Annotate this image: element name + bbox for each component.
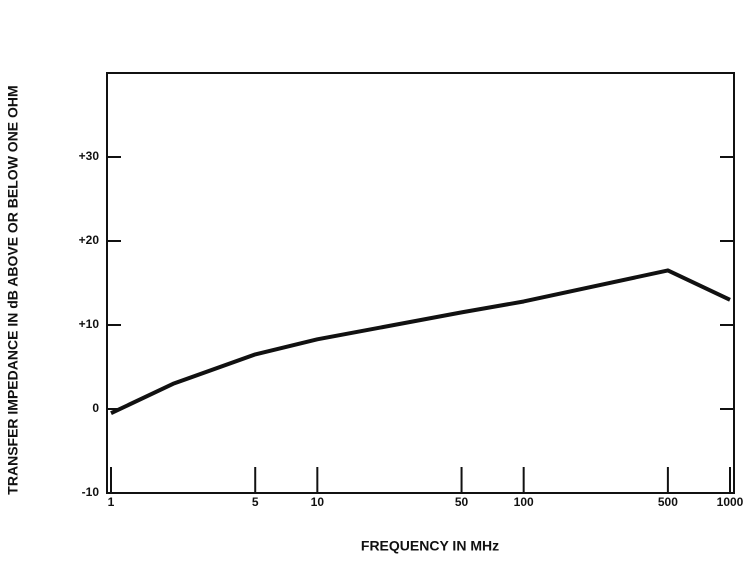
x-tick-label: 1000: [717, 495, 744, 509]
x-tick-label: 50: [455, 495, 469, 509]
x-axis-label: FREQUENCY IN MHz: [361, 538, 499, 554]
y-tick-label: +20: [79, 233, 100, 247]
page: FREQUENCY IN MHz TRANSFER IMPEDANCE IN d…: [0, 0, 751, 575]
x-tick-label: 1: [108, 495, 115, 509]
plot-frame: [107, 73, 734, 493]
x-tick-label: 5: [252, 495, 259, 509]
x-tick-label: 10: [311, 495, 325, 509]
chart: FREQUENCY IN MHz TRANSFER IMPEDANCE IN d…: [0, 0, 751, 575]
y-tick-label: 0: [92, 401, 99, 415]
y-axis-label: TRANSFER IMPEDANCE IN dB ABOVE OR BELOW …: [5, 85, 21, 494]
y-tick-label: +30: [79, 149, 100, 163]
x-tick-label: 100: [514, 495, 534, 509]
data-line: [111, 270, 730, 413]
x-tick-label: 500: [658, 495, 678, 509]
y-tick-label: +10: [79, 317, 100, 331]
y-tick-label: -10: [82, 485, 100, 499]
